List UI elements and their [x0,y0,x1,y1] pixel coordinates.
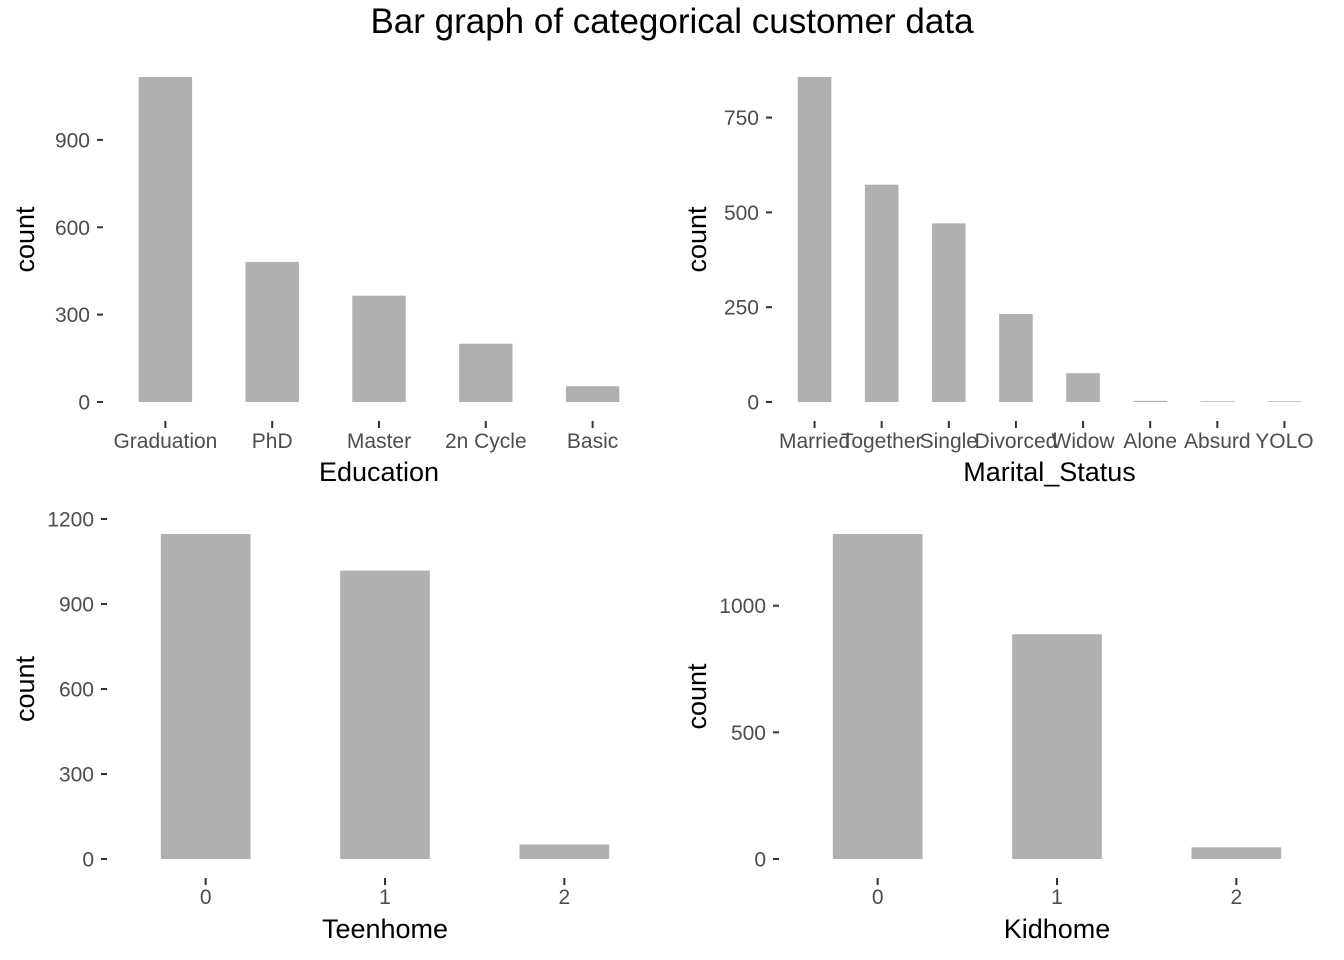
panel-2-bar-7 [1267,401,1302,403]
panel-2-bar-1 [864,184,899,402]
panel-2-y-tick-label-1: 250 [724,297,759,320]
panel-4-y-axis-title: count [682,663,712,730]
panel-3-y-tick-label-1: 300 [59,764,94,787]
panel-4-bar-2 [1191,847,1282,859]
panel-1-bar-1 [245,261,299,402]
panel-2-bar-6 [1200,401,1235,403]
panel-2-x-tick-label-1: Together [841,430,923,453]
panel-3-x-tick-label-1: 1 [379,886,391,909]
panel-3-x-tick-label-0: 0 [200,886,212,909]
panel-3-y-tick-label-0: 0 [82,849,94,872]
panel-4-bar-1 [1012,634,1102,859]
panel-1-x-tick-label-2: Master [347,430,411,453]
panel-2-bar-5 [1133,400,1167,402]
panel-1-bar-0 [138,77,193,402]
panel-2-bar-0 [797,77,832,402]
panel-2-x-tick-label-7: YOLO [1255,430,1313,453]
panel-3-y-tick-label-4: 1200 [47,509,94,532]
panel-1-x-tick-label-1: PhD [252,430,293,453]
panel-2-y-axis-title: count [682,206,712,273]
panel-1-y-tick-label-3: 900 [55,129,90,152]
panel-3-bar-1 [340,570,430,859]
panel-3-y-tick-label-3: 900 [59,594,94,617]
panel-4-y-tick-label-1: 500 [731,722,766,745]
panel-4-y-tick-label-0: 0 [754,849,766,872]
panel-2-x-tick-label-5: Alone [1123,430,1177,453]
panel-1-x-tick-label-3: 2n Cycle [445,430,527,453]
panel-4-x-tick-label-2: 2 [1230,886,1242,909]
panel-2-y-tick-label-2: 500 [724,202,759,225]
panel-4-bar-0 [832,534,923,859]
panel-1-bar-4 [565,386,620,402]
panel-3-x-tick-label-2: 2 [558,886,570,909]
panel-1-y-axis-title: count [10,206,40,273]
chart-title: Bar graph of categorical customer data [370,2,974,41]
panel-3-x-axis-title: Teenhome [322,914,448,944]
panel-2-x-axis-title: Marital_Status [963,457,1136,487]
panel-2-x-tick-label-4: Widow [1052,430,1116,453]
panel-3-y-tick-label-2: 600 [59,679,94,702]
panel-1-bar-2 [352,295,406,402]
panel-2-x-tick-label-6: Absurd [1184,430,1251,453]
panel-4-x-tick-label-1: 1 [1051,886,1063,909]
panel-4-y-tick-label-2: 1000 [719,595,766,618]
panel-2-x-tick-label-3: Divorced [975,430,1058,453]
panel-2-bar-3 [999,314,1033,402]
panel-4-x-axis-title: Kidhome [1004,914,1111,944]
panel-2-y-tick-label-0: 0 [747,392,759,415]
panel-2-bar-2 [932,223,966,402]
panel-4-x-tick-label-0: 0 [872,886,884,909]
panel-1-x-tick-label-0: Graduation [113,430,217,453]
panel-2-x-tick-label-0: Married [779,430,850,453]
panel-3-y-axis-title: count [10,655,40,722]
panel-2-bar-4 [1066,373,1100,402]
panel-1-x-axis-title: Education [319,457,439,487]
panel-1-bar-3 [459,343,513,402]
panel-1-y-tick-label-0: 0 [78,392,90,415]
panel-2-y-tick-label-3: 750 [724,107,759,130]
panel-1-y-tick-label-1: 300 [55,304,90,327]
panel-1-x-tick-label-4: Basic [567,430,618,453]
panel-1-y-tick-label-2: 600 [55,217,90,240]
panel-2-x-tick-label-2: Single [920,430,978,453]
panel-3-bar-0 [160,534,251,859]
panel-3-bar-2 [519,844,610,859]
